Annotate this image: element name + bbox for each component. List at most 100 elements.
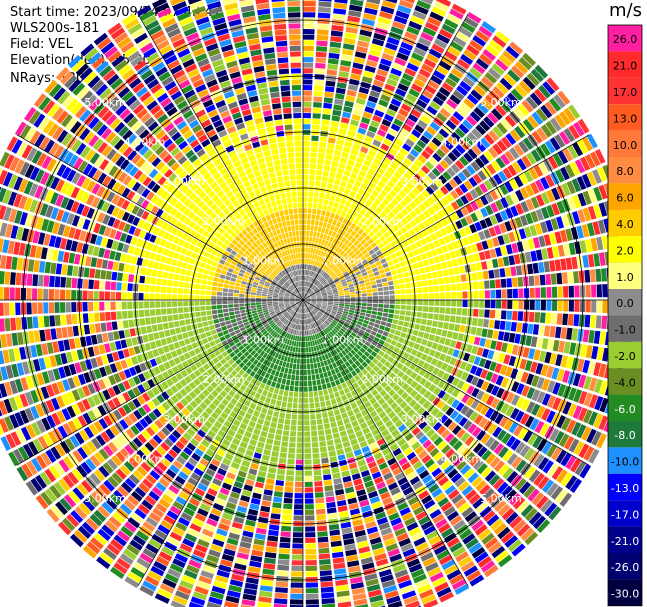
velocity-gate [266, 347, 271, 354]
velocity-gate [472, 35, 487, 47]
velocity-gate [446, 204, 455, 214]
velocity-gate [485, 436, 496, 448]
velocity-gate [455, 402, 465, 412]
velocity-gate [393, 314, 400, 320]
velocity-gate [571, 328, 579, 341]
velocity-gate [233, 338, 240, 344]
velocity-gate [303, 202, 308, 208]
velocity-gate [313, 469, 322, 476]
velocity-gate [287, 307, 292, 312]
velocity-gate [554, 430, 565, 445]
velocity-gate [165, 423, 175, 433]
velocity-gate [498, 463, 510, 476]
velocity-gate [334, 326, 340, 332]
velocity-gate [532, 435, 543, 449]
velocity-gate [8, 397, 19, 412]
velocity-gate [478, 25, 493, 38]
velocity-gate [160, 457, 171, 468]
velocity-gate [193, 387, 201, 396]
velocity-gate [401, 590, 417, 600]
velocity-gate [445, 292, 451, 299]
velocity-gate [479, 300, 485, 308]
velocity-gate [415, 318, 422, 324]
velocity-gate [284, 419, 291, 425]
velocity-gate [413, 225, 421, 234]
velocity-gate [277, 423, 284, 430]
velocity-gate [243, 351, 250, 357]
velocity-gate [340, 117, 350, 124]
velocity-gate [178, 340, 186, 347]
velocity-gate [340, 60, 352, 67]
velocity-gate [335, 173, 343, 180]
velocity-gate [492, 351, 500, 362]
velocity-gate [293, 306, 298, 310]
velocity-gate [323, 360, 328, 366]
velocity-gate [230, 424, 239, 432]
velocity-gate [285, 305, 291, 308]
velocity-gate [462, 300, 468, 308]
velocity-gate [254, 481, 264, 489]
velocity-gate [303, 101, 312, 107]
velocity-gate [332, 557, 345, 564]
velocity-gate [297, 301, 301, 306]
velocity-gate [304, 487, 314, 493]
velocity-gate [113, 562, 128, 575]
velocity-gate [361, 368, 369, 376]
velocity-gate [355, 249, 361, 256]
velocity-gate [436, 0, 452, 7]
velocity-gate [585, 345, 593, 359]
velocity-gate [273, 306, 279, 310]
velocity-gate [489, 248, 497, 259]
velocity-gate [444, 314, 450, 322]
velocity-gate [384, 537, 397, 547]
velocity-gate [217, 331, 224, 338]
velocity-gate [527, 238, 535, 250]
velocity-gate [268, 524, 280, 531]
velocity-gate [202, 389, 210, 397]
velocity-gate [517, 311, 524, 321]
velocity-gate [310, 293, 316, 297]
velocity-gate [349, 334, 355, 340]
velocity-gate [390, 98, 402, 107]
velocity-gate [312, 278, 317, 284]
velocity-gate [158, 364, 166, 373]
velocity-gate [305, 275, 307, 281]
velocity-gate [324, 228, 330, 235]
velocity-gate [267, 432, 275, 440]
velocity-gate [488, 227, 497, 237]
velocity-gate [105, 428, 115, 440]
velocity-gate [289, 309, 294, 314]
velocity-gate [377, 129, 387, 138]
velocity-gate [480, 207, 489, 218]
velocity-gate [321, 210, 326, 216]
velocity-gate [292, 305, 297, 309]
velocity-gate [418, 396, 427, 406]
velocity-gate [210, 373, 218, 381]
velocity-gate [583, 392, 593, 407]
velocity-gate [392, 224, 400, 232]
velocity-gate [351, 473, 361, 481]
velocity-gate [303, 197, 308, 203]
velocity-gate [448, 452, 459, 463]
velocity-gate [123, 460, 135, 472]
velocity-gate [398, 278, 405, 284]
velocity-gate [597, 167, 608, 182]
velocity-gate [557, 150, 569, 165]
velocity-gate [415, 578, 430, 589]
velocity-gate [175, 496, 187, 506]
velocity-gate [488, 541, 502, 554]
velocity-gate [354, 180, 362, 188]
velocity-gate [572, 194, 582, 209]
velocity-gate [327, 445, 335, 452]
velocity-gate [596, 346, 604, 361]
velocity-gate [304, 420, 310, 426]
velocity-gate [318, 542, 329, 549]
velocity-gate [382, 532, 395, 541]
velocity-gate [442, 269, 449, 277]
velocity-gate [319, 192, 325, 199]
velocity-gate [293, 397, 298, 403]
velocity-gate [452, 89, 465, 101]
velocity-gate [210, 329, 217, 335]
velocity-gate [373, 323, 380, 329]
velocity-gate [367, 238, 374, 245]
